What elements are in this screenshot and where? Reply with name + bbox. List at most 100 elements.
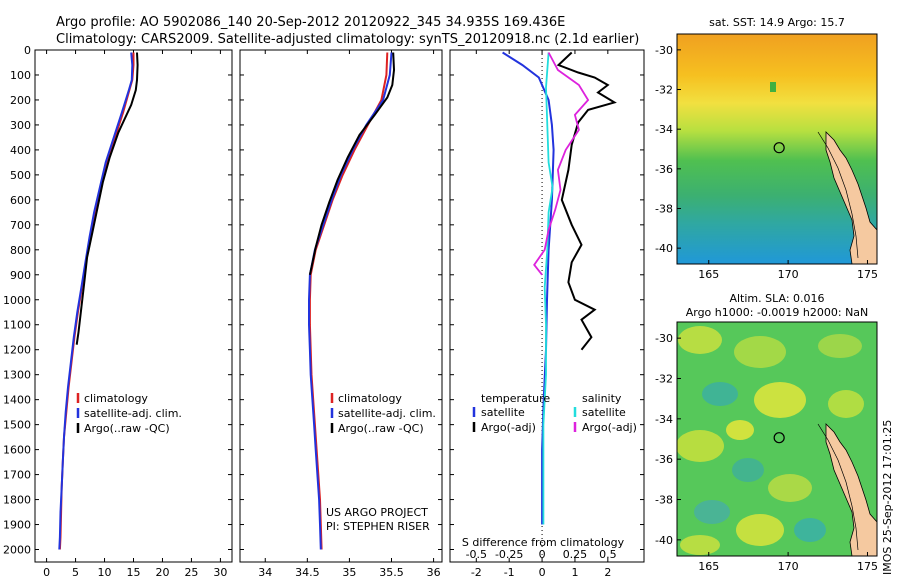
map-y-tick-label: -36 — [655, 163, 673, 176]
series-line-climatology — [58, 52, 135, 550]
sst-land — [825, 131, 877, 264]
s-diff-tick-label: -0.5 — [466, 548, 487, 561]
map-y-tick-label: -30 — [655, 332, 673, 345]
s-diff-tick-label: 0.5 — [599, 548, 617, 561]
project-annotation: US ARGO PROJECT — [326, 506, 428, 519]
sla-anomaly-blob — [794, 518, 826, 542]
legend-entry: satellite — [582, 406, 626, 419]
legend-entry: Argo(-adj) — [481, 421, 536, 434]
sla-anomaly-blob — [732, 458, 764, 482]
sst-feature — [770, 82, 776, 92]
legend-entry: Argo(..raw -QC) — [338, 422, 424, 435]
x-tick-label: 35 — [342, 566, 356, 579]
sla-anomaly-blob — [702, 382, 738, 406]
y-tick-label: 0 — [24, 44, 31, 57]
y-tick-label: 1200 — [3, 344, 31, 357]
y-tick-label: 1600 — [3, 444, 31, 457]
x-tick-label: 10 — [98, 566, 112, 579]
map-y-tick-label: -34 — [655, 413, 673, 426]
series-line-satellite-adj-clim- — [58, 52, 134, 550]
map-y-tick-label: -38 — [655, 202, 673, 215]
figure-title-line1: Argo profile: AO 5902086_140 20-Sep-2012… — [56, 15, 565, 30]
legend-entry: climatology — [84, 392, 148, 405]
y-tick-label: 500 — [10, 169, 31, 182]
sla-map: Altim. SLA: 0.016 Argo h1000: -0.0019 h2… — [655, 292, 878, 573]
series-line-argo-raw-qc- — [75, 52, 139, 345]
sla-map-frame — [676, 321, 878, 557]
legend-entry: satellite-adj. clim. — [84, 407, 182, 420]
y-tick-label: 1500 — [3, 419, 31, 432]
map-x-tick-label: 175 — [857, 268, 878, 281]
sla-anomaly-blob — [678, 326, 722, 354]
x-tick-label: 36 — [427, 566, 441, 579]
s-diff-tick-label: 0 — [539, 548, 546, 561]
series-line-argo-raw-qc- — [308, 52, 396, 276]
s-diff-tick-label: -0.25 — [495, 548, 523, 561]
x-tick-label: 15 — [127, 566, 141, 579]
sla-anomaly-blob — [818, 334, 862, 358]
sla-anomaly-blob — [768, 474, 812, 502]
map-y-tick-label: -34 — [655, 123, 673, 136]
x-tick-label: -1 — [504, 566, 515, 579]
s-diff-axis-label: S difference from climatology — [462, 536, 625, 549]
salinity-panel: 3434.53535.536salinityclimatologysatelli… — [239, 49, 443, 584]
sla-anomaly-blob — [736, 514, 784, 546]
sla-anomaly-blob — [694, 500, 730, 524]
sla-depth-contour — [817, 423, 859, 551]
y-tick-label: 700 — [10, 219, 31, 232]
y-tick-label: 900 — [10, 269, 31, 282]
x-tick-label: -2 — [471, 566, 482, 579]
series-line-s-argo-adj- — [533, 52, 590, 276]
sst-field — [677, 34, 877, 264]
x-tick-label: 0 — [539, 566, 546, 579]
sla-float-marker — [773, 432, 785, 444]
legend-entry: climatology — [338, 392, 402, 405]
series-line-climatology — [308, 52, 389, 550]
map-y-tick-label: -40 — [655, 534, 673, 547]
x-tick-label: 1 — [571, 566, 578, 579]
x-tick-label: 35.5 — [379, 566, 404, 579]
y-tick-label: 800 — [10, 244, 31, 257]
series-line-satellite-adj-clim- — [308, 52, 393, 550]
project-annotation: PI: STEPHEN RISER — [326, 520, 430, 533]
x-tick-label: 34.5 — [295, 566, 320, 579]
y-tick-label: 1300 — [3, 369, 31, 382]
y-tick-label: 600 — [10, 194, 31, 207]
x-tick-label: 2 — [604, 566, 611, 579]
x-tick-label: 20 — [155, 566, 169, 579]
temperature-panel: 0100200300400500600700800900100011001200… — [3, 44, 233, 584]
y-tick-label: 1700 — [3, 469, 31, 482]
legend-salinity-title: salinity — [582, 392, 622, 405]
sla-map-title-line1: Altim. SLA: 0.016 — [729, 292, 824, 305]
plot-frame — [449, 49, 645, 563]
s-diff-tick-label: 0.25 — [563, 548, 588, 561]
y-tick-label: 1100 — [3, 319, 31, 332]
sla-anomaly-blob — [828, 390, 864, 418]
legend-temperature-title: temperature — [481, 392, 550, 405]
x-tick-label: 25 — [184, 566, 198, 579]
legend-entry: Argo(..raw -QC) — [84, 422, 170, 435]
map-x-tick-label: 165 — [698, 268, 719, 281]
sla-anomaly-blob — [680, 535, 720, 555]
map-y-tick-label: -32 — [655, 372, 673, 385]
map-x-tick-label: 175 — [857, 560, 878, 573]
series-line-t-satellite — [502, 51, 555, 525]
y-tick-label: 400 — [10, 144, 31, 157]
sst-depth-contour — [817, 131, 859, 259]
map-x-tick-label: 165 — [698, 560, 719, 573]
sla-anomaly-blob — [754, 382, 806, 418]
plot-frame — [34, 49, 233, 563]
legend-entry: Argo(-adj) — [582, 421, 637, 434]
y-tick-label: 1800 — [3, 494, 31, 507]
sst-map-axes: 165 170 175 -30 -32 -34 -36 -38 -40 — [655, 44, 878, 281]
sla-map-axes: 165 170 175 -30 -32 -34 -36 -38 -40 — [655, 332, 878, 573]
sst-float-marker — [773, 142, 785, 154]
figure-title-line2: Climatology: CARS2009. Satellite-adjuste… — [56, 32, 639, 47]
x-tick-label: 30 — [213, 566, 227, 579]
sst-map-frame — [676, 33, 878, 265]
sst-map: sat. SST: 14.9 Argo: 15.7 165 170 175 -30 -3… — [655, 16, 878, 281]
imos-timestamp: IMOS 25-Sep-2012 17:01:25 — [881, 420, 894, 575]
y-tick-label: 300 — [10, 119, 31, 132]
x-tick-label: 34 — [258, 566, 272, 579]
